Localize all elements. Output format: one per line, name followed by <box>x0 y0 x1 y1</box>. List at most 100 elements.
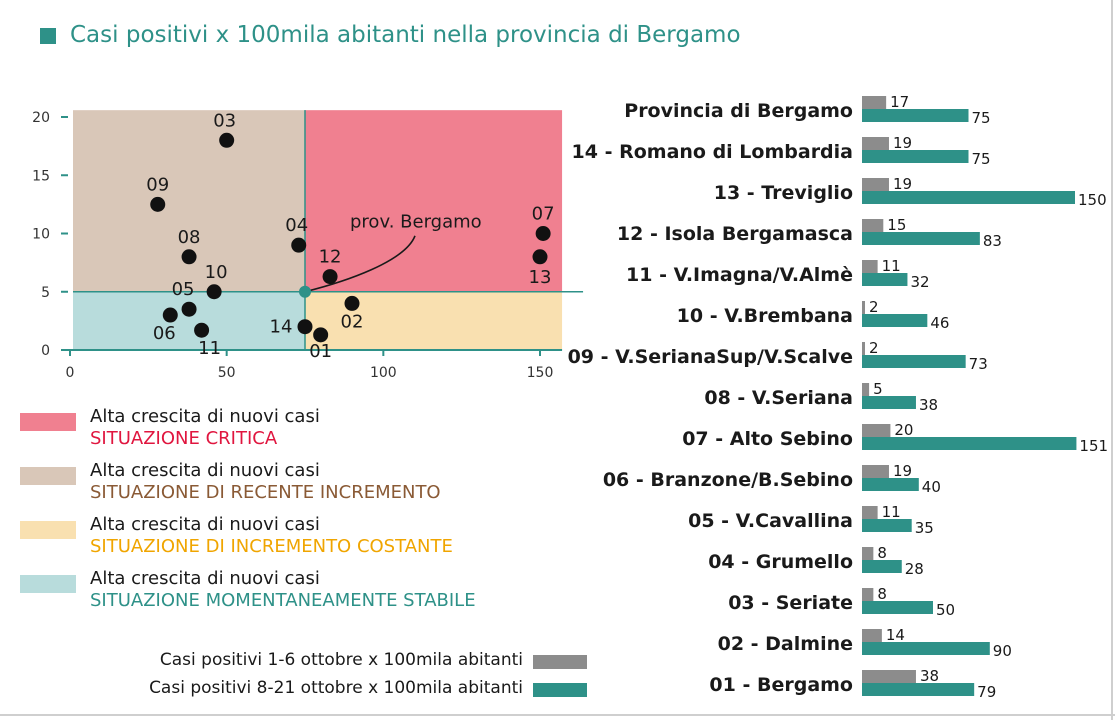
bar-category-label: 04 - Grumello <box>708 551 853 573</box>
scatter-point-label: 05 <box>172 279 195 300</box>
bar-teal-value: 83 <box>983 232 1002 250</box>
bar-grey-value: 19 <box>893 134 912 152</box>
bar-teal <box>862 437 1077 450</box>
bar-teal-value: 79 <box>977 683 996 701</box>
bar-grey <box>862 178 889 191</box>
scatter-point-label: 10 <box>205 262 228 283</box>
bar-teal <box>862 560 902 573</box>
bar-teal-value: 75 <box>972 109 991 127</box>
x-tick-label: 150 <box>527 365 554 381</box>
scatter-point <box>344 295 360 311</box>
bar-grey <box>862 96 887 109</box>
legend-line2: SITUAZIONE MOMENTANEAMENTE STABILE <box>90 590 476 611</box>
bar-grey-value: 11 <box>882 257 901 275</box>
y-tick-label: 5 <box>41 285 50 301</box>
scatter-point-label: 03 <box>213 110 236 131</box>
bar-teal-value: 50 <box>936 601 955 619</box>
title-legend-square <box>40 28 56 44</box>
y-tick-label: 0 <box>41 343 50 359</box>
chart-title: Casi positivi x 100mila abitanti nella p… <box>70 22 741 48</box>
bar-category-label: 02 - Dalmine <box>718 633 853 655</box>
scatter-point <box>181 249 197 265</box>
bar-grey-value: 19 <box>893 462 912 480</box>
scatter-point-label: 08 <box>178 227 201 248</box>
bar-teal <box>862 642 990 655</box>
scatter-point-label: 06 <box>153 323 176 344</box>
bar-teal <box>862 191 1075 204</box>
bar-teal <box>862 232 980 245</box>
scatter-point-label: 04 <box>285 215 308 236</box>
bar-grey <box>862 301 865 314</box>
legend-line1: Alta crescita di nuovi casi <box>90 406 320 427</box>
bar-grey <box>862 260 878 273</box>
quadrant-recente <box>73 110 305 292</box>
legend-line1: Alta crescita di nuovi casi <box>90 514 320 535</box>
scatter-point <box>297 319 313 335</box>
bar-grey <box>862 383 870 396</box>
scatter-point-label: 07 <box>532 204 555 225</box>
legend-line2: SITUAZIONE CRITICA <box>90 428 278 449</box>
bar-category-label: 11 - V.Imagna/V.Almè <box>626 264 853 286</box>
bar-grey <box>862 588 874 601</box>
scatter-point-label: 13 <box>529 267 552 288</box>
bar-grey-value: 2 <box>869 339 879 357</box>
scatter-point-label: 12 <box>319 247 342 268</box>
bar-category-label: 13 - Treviglio <box>714 182 853 204</box>
scatter-point <box>194 322 210 338</box>
scatter-point <box>291 237 307 253</box>
bar-grey-value: 17 <box>890 93 909 111</box>
bar-teal-value: 35 <box>915 519 934 537</box>
bar-category-label: 03 - Seriate <box>728 592 853 614</box>
scatter-point-label: 01 <box>309 341 332 362</box>
legend-line2: SITUAZIONE DI RECENTE INCREMENTO <box>90 482 441 503</box>
legend-line2: SITUAZIONE DI INCREMENTO COSTANTE <box>90 536 453 557</box>
scatter-point-label: 09 <box>146 174 169 195</box>
bar-grey-value: 8 <box>877 585 887 603</box>
bar-category-label: 05 - V.Cavallina <box>688 510 853 532</box>
reference-pointer-curve <box>304 235 416 293</box>
scatter-point <box>219 132 235 148</box>
scatter-point <box>181 301 197 317</box>
bar-grey <box>862 629 882 642</box>
legend-swatch <box>20 521 76 539</box>
bar-teal <box>862 355 966 368</box>
bar-category-label: 09 - V.SerianaSup/V.Scalve <box>568 346 853 368</box>
bar-grey <box>862 670 916 683</box>
bar-teal <box>862 314 928 327</box>
bar-grey-value: 2 <box>869 298 879 316</box>
reference-point <box>299 285 311 298</box>
bar-grey-value: 20 <box>894 421 913 439</box>
bar-teal-value: 46 <box>930 314 949 332</box>
bar-grey-value: 19 <box>893 175 912 193</box>
scatter-point <box>206 284 222 300</box>
bar-teal <box>862 601 933 614</box>
bar-teal-value: 90 <box>993 642 1012 660</box>
scatter-point <box>162 307 178 323</box>
bar-teal-value: 28 <box>905 560 924 578</box>
quadrant-critica <box>305 110 563 292</box>
bar-grey-value: 5 <box>873 380 883 398</box>
bar-grey <box>862 547 874 560</box>
scatter-point <box>313 327 329 343</box>
bar-grey-value: 8 <box>877 544 887 562</box>
bar-legend-swatch <box>533 655 587 669</box>
bar-teal-value: 32 <box>910 273 929 291</box>
bar-category-label: 07 - Alto Sebino <box>682 428 853 450</box>
scatter-point <box>535 226 551 241</box>
bar-teal-value: 73 <box>969 355 988 373</box>
bar-teal <box>862 519 912 532</box>
quadrant-stabile <box>73 291 305 350</box>
bar-category-label: 10 - V.Brembana <box>677 305 853 327</box>
bar-category-label: Provincia di Bergamo <box>624 100 853 122</box>
bar-legend-label: Casi positivi 8-21 ottobre x 100mila abi… <box>149 678 523 698</box>
bar-teal <box>862 150 969 163</box>
bar-category-label: 08 - V.Seriana <box>704 387 853 409</box>
bar-grey <box>862 465 889 478</box>
frame-bottom-edge <box>0 714 1115 716</box>
legend-line1: Alta crescita di nuovi casi <box>90 568 320 589</box>
bar-grey <box>862 424 891 437</box>
bar-grey <box>862 506 878 519</box>
y-tick-label: 20 <box>32 110 50 126</box>
bar-category-label: 14 - Romano di Lombardia <box>572 141 853 163</box>
